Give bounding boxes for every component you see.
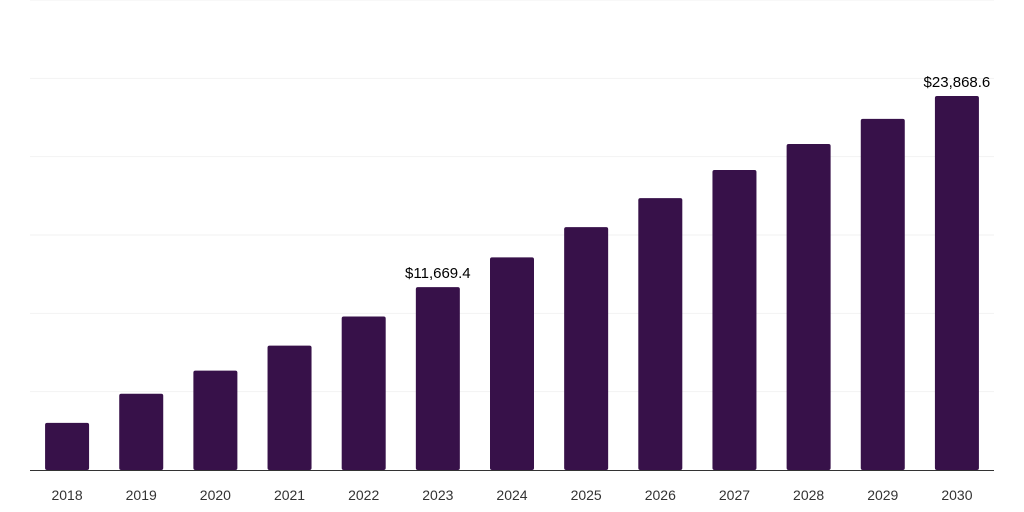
bar-2021[interactable] [267,345,312,470]
x-tick-label: 2019 [126,487,157,503]
bar-2022[interactable] [341,316,386,470]
x-tick-label: 2018 [51,487,82,503]
x-tick-label: 2022 [348,487,379,503]
bar-2027[interactable] [712,169,757,470]
bar-2023[interactable] [415,287,460,470]
x-tick-label: 2026 [645,487,676,503]
x-tick-label: 2021 [274,487,305,503]
x-tick-label: 2030 [941,487,972,503]
x-tick-label: 2025 [571,487,602,503]
bar-2020[interactable] [193,370,238,470]
x-tick-label: 2028 [793,487,824,503]
bar-2025[interactable] [564,227,609,470]
bar-2018[interactable] [45,422,90,470]
bar-2028[interactable] [786,143,831,470]
bar-2024[interactable] [490,257,534,470]
x-tick-label: 2029 [867,487,898,503]
x-tick-label: 2020 [200,487,231,503]
x-tick-label: 2024 [496,487,527,503]
bar-2029[interactable] [860,118,905,470]
bar-2026[interactable] [638,198,683,470]
x-tick-label: 2027 [719,487,750,503]
data-label: $23,868.6 [924,74,991,91]
data-label: $11,669.4 [405,265,471,282]
x-tick-label: 2023 [422,487,453,503]
bar-2030[interactable] [934,96,979,471]
bar-2019[interactable] [119,393,164,470]
